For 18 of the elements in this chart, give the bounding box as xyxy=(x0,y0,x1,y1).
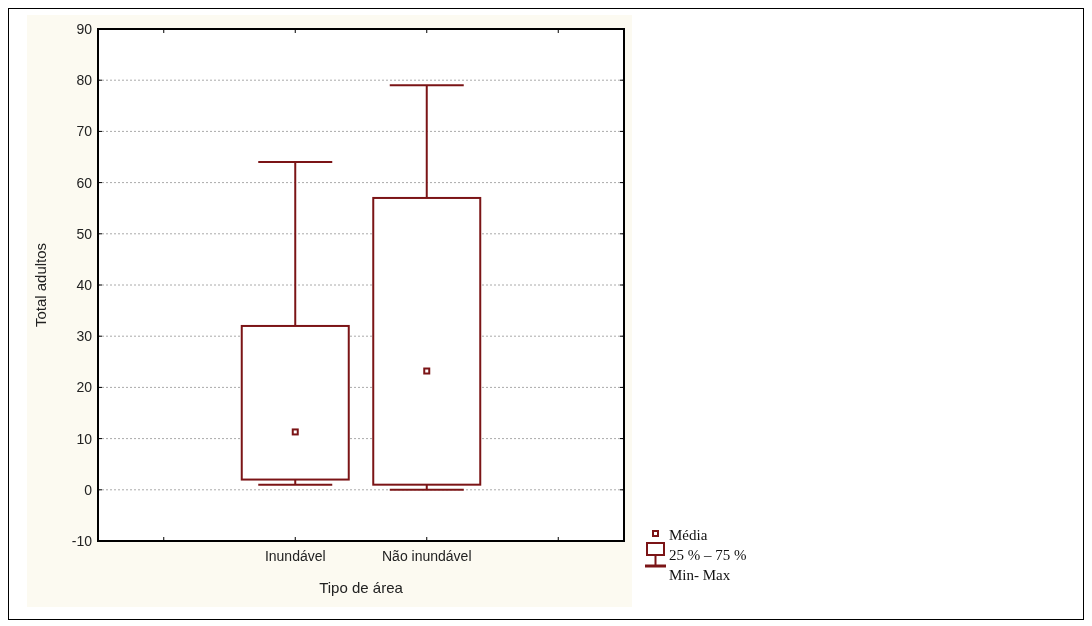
y-tick-label: 30 xyxy=(76,328,93,345)
y-tick-label: 50 xyxy=(76,225,93,242)
y-tick-label: 20 xyxy=(76,379,93,396)
y-tick-label: 80 xyxy=(76,72,93,89)
x-axis-title: Tipo de área xyxy=(319,579,404,596)
y-tick-label: 10 xyxy=(76,430,93,447)
y-tick-label: 90 xyxy=(76,20,93,37)
y-tick-label: 60 xyxy=(76,174,93,191)
y-tick-label: 0 xyxy=(84,481,93,498)
text: Min- Max xyxy=(669,567,731,583)
x-tick-label: Não inundável xyxy=(381,548,472,564)
y-tick-label: 40 xyxy=(76,276,93,293)
text: Média xyxy=(669,527,708,543)
y-tick-label: -10 xyxy=(71,532,93,549)
y-axis-title: Total adultos xyxy=(32,242,49,328)
x-tick-label: Inundável xyxy=(264,548,326,564)
y-tick-label: 70 xyxy=(76,123,93,140)
text: 25 % – 75 % xyxy=(669,547,747,563)
